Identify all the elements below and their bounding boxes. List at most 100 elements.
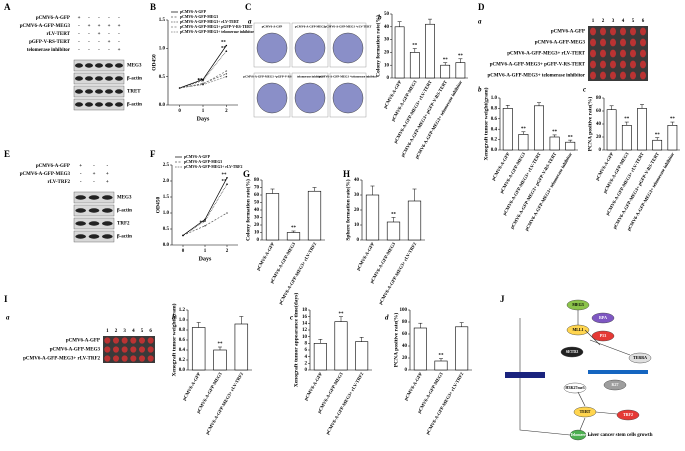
tumor [130,346,137,353]
tumor [590,38,596,47]
sign: - [88,16,90,21]
y-axis-label: OD450 [155,197,161,214]
category-label: pCMV6-A-GFP [355,241,375,271]
y-tick-label: 10 [254,231,260,236]
tumor-row-label: pCMV6-A-GFP-MEG3+ rLV-TERT [507,52,585,57]
y-tick-label: 50 [384,12,390,17]
tumor [620,27,626,36]
tumor [620,60,626,69]
y-tick-label: 4 [305,355,308,360]
significance: ** [198,79,204,84]
band [102,234,113,239]
tumor [610,27,616,36]
condition-label: rLV-TERT [47,32,71,37]
diagram-label: TERRA [633,355,647,360]
y-tick-label: 60 [596,109,602,114]
tumor [130,355,137,362]
tumor [630,71,636,80]
bar [549,136,560,151]
sign: + [106,172,109,177]
bar [652,139,663,151]
tumor [610,71,616,80]
sub-label: b [478,86,482,94]
y-tick-label: 2.5 [163,163,170,168]
significance: ** [200,221,206,226]
tumor [139,337,145,344]
condition-label: pCMV6-A-GFP [36,164,70,169]
condition-label: pCMV6-A-GFP-MEG3 [20,172,71,177]
sub-label: b [378,14,382,22]
point [225,75,228,78]
plate [294,82,326,114]
y-tick-label: 0 [257,238,260,243]
sub-label: c [290,314,293,322]
tumor [610,38,616,47]
band [102,195,113,200]
sign: - [118,16,120,21]
bar [534,105,544,151]
category-label: pCMV6-A-GFP [303,371,323,401]
sign: - [88,40,90,45]
diagram-label: Liver cancer stem cells growth [588,433,653,438]
bar [213,349,227,371]
significance: ** [624,117,630,122]
significance: ** [198,79,204,84]
y-tick-label: 1.0 [159,46,166,51]
point [225,50,228,52]
sub-label: b [172,314,176,322]
band [102,221,113,226]
diagram-node [628,352,652,364]
diagram-label: TRF2 [623,412,633,417]
band [85,102,93,107]
point [225,73,228,75]
y-tick-label: 2 [305,361,308,366]
sign: + [93,172,96,177]
diagram-arrow [589,339,631,356]
band [75,221,86,226]
sign: - [108,16,110,21]
y-tick-label: 0.5 [159,75,166,80]
band [88,195,100,200]
plate-label: pCMV6-A-GFP-MEG3 +pGFP-V-RS-TERT [243,75,300,79]
x-axis-label: Days [197,116,210,122]
y-tick-label: 0.6 [179,338,186,343]
tumor [600,71,606,80]
significance: ** [291,226,297,231]
series-line [179,70,227,89]
legend-label: pCMV6-A-GFP-MEG3 [180,15,218,19]
band-label: TRET [127,90,141,95]
band [95,76,103,81]
diagram-link [519,318,571,436]
series-line [182,177,228,236]
y-tick-label: 0.2 [179,358,186,363]
sign: + [98,32,101,37]
panel-label: G [243,169,250,179]
band [75,89,83,94]
y-tick-label: 0.8 [491,107,498,112]
y-axis-label: Sphere formation rate(%) [344,179,351,240]
significance: ** [439,354,445,359]
tumor-row-label: pCMV6-A-GFP-MEG3+ rLV-TRF2 [23,357,100,362]
tumor [104,337,111,344]
panel-label: D [478,2,485,12]
tumor [121,337,128,344]
bar [455,62,466,79]
y-tick-label: 1.5 [163,195,170,200]
y-tick-label: 0.0 [159,103,166,108]
y-tick-label: 0.0 [163,243,170,248]
tumor [113,337,119,344]
sign: + [98,24,101,29]
significance: ** [443,58,449,63]
y-tick-label: 70 [254,186,260,191]
bar [606,109,617,151]
y-axis-label: Colony formation rate(%) [374,15,381,77]
series-line [182,184,228,236]
tumor [590,27,596,36]
tumor-row-label: pCMV6-A-GFP-MEG3+ pGFP-V-RS-TERT [490,63,586,68]
y-axis-label: Xenograft tumor weight(gram) [482,87,489,160]
panel-label: F [150,149,156,159]
point [226,212,228,214]
y-tick-label: 1.2 [179,308,186,313]
point [204,220,206,222]
diagram-label: K27 [611,382,618,387]
